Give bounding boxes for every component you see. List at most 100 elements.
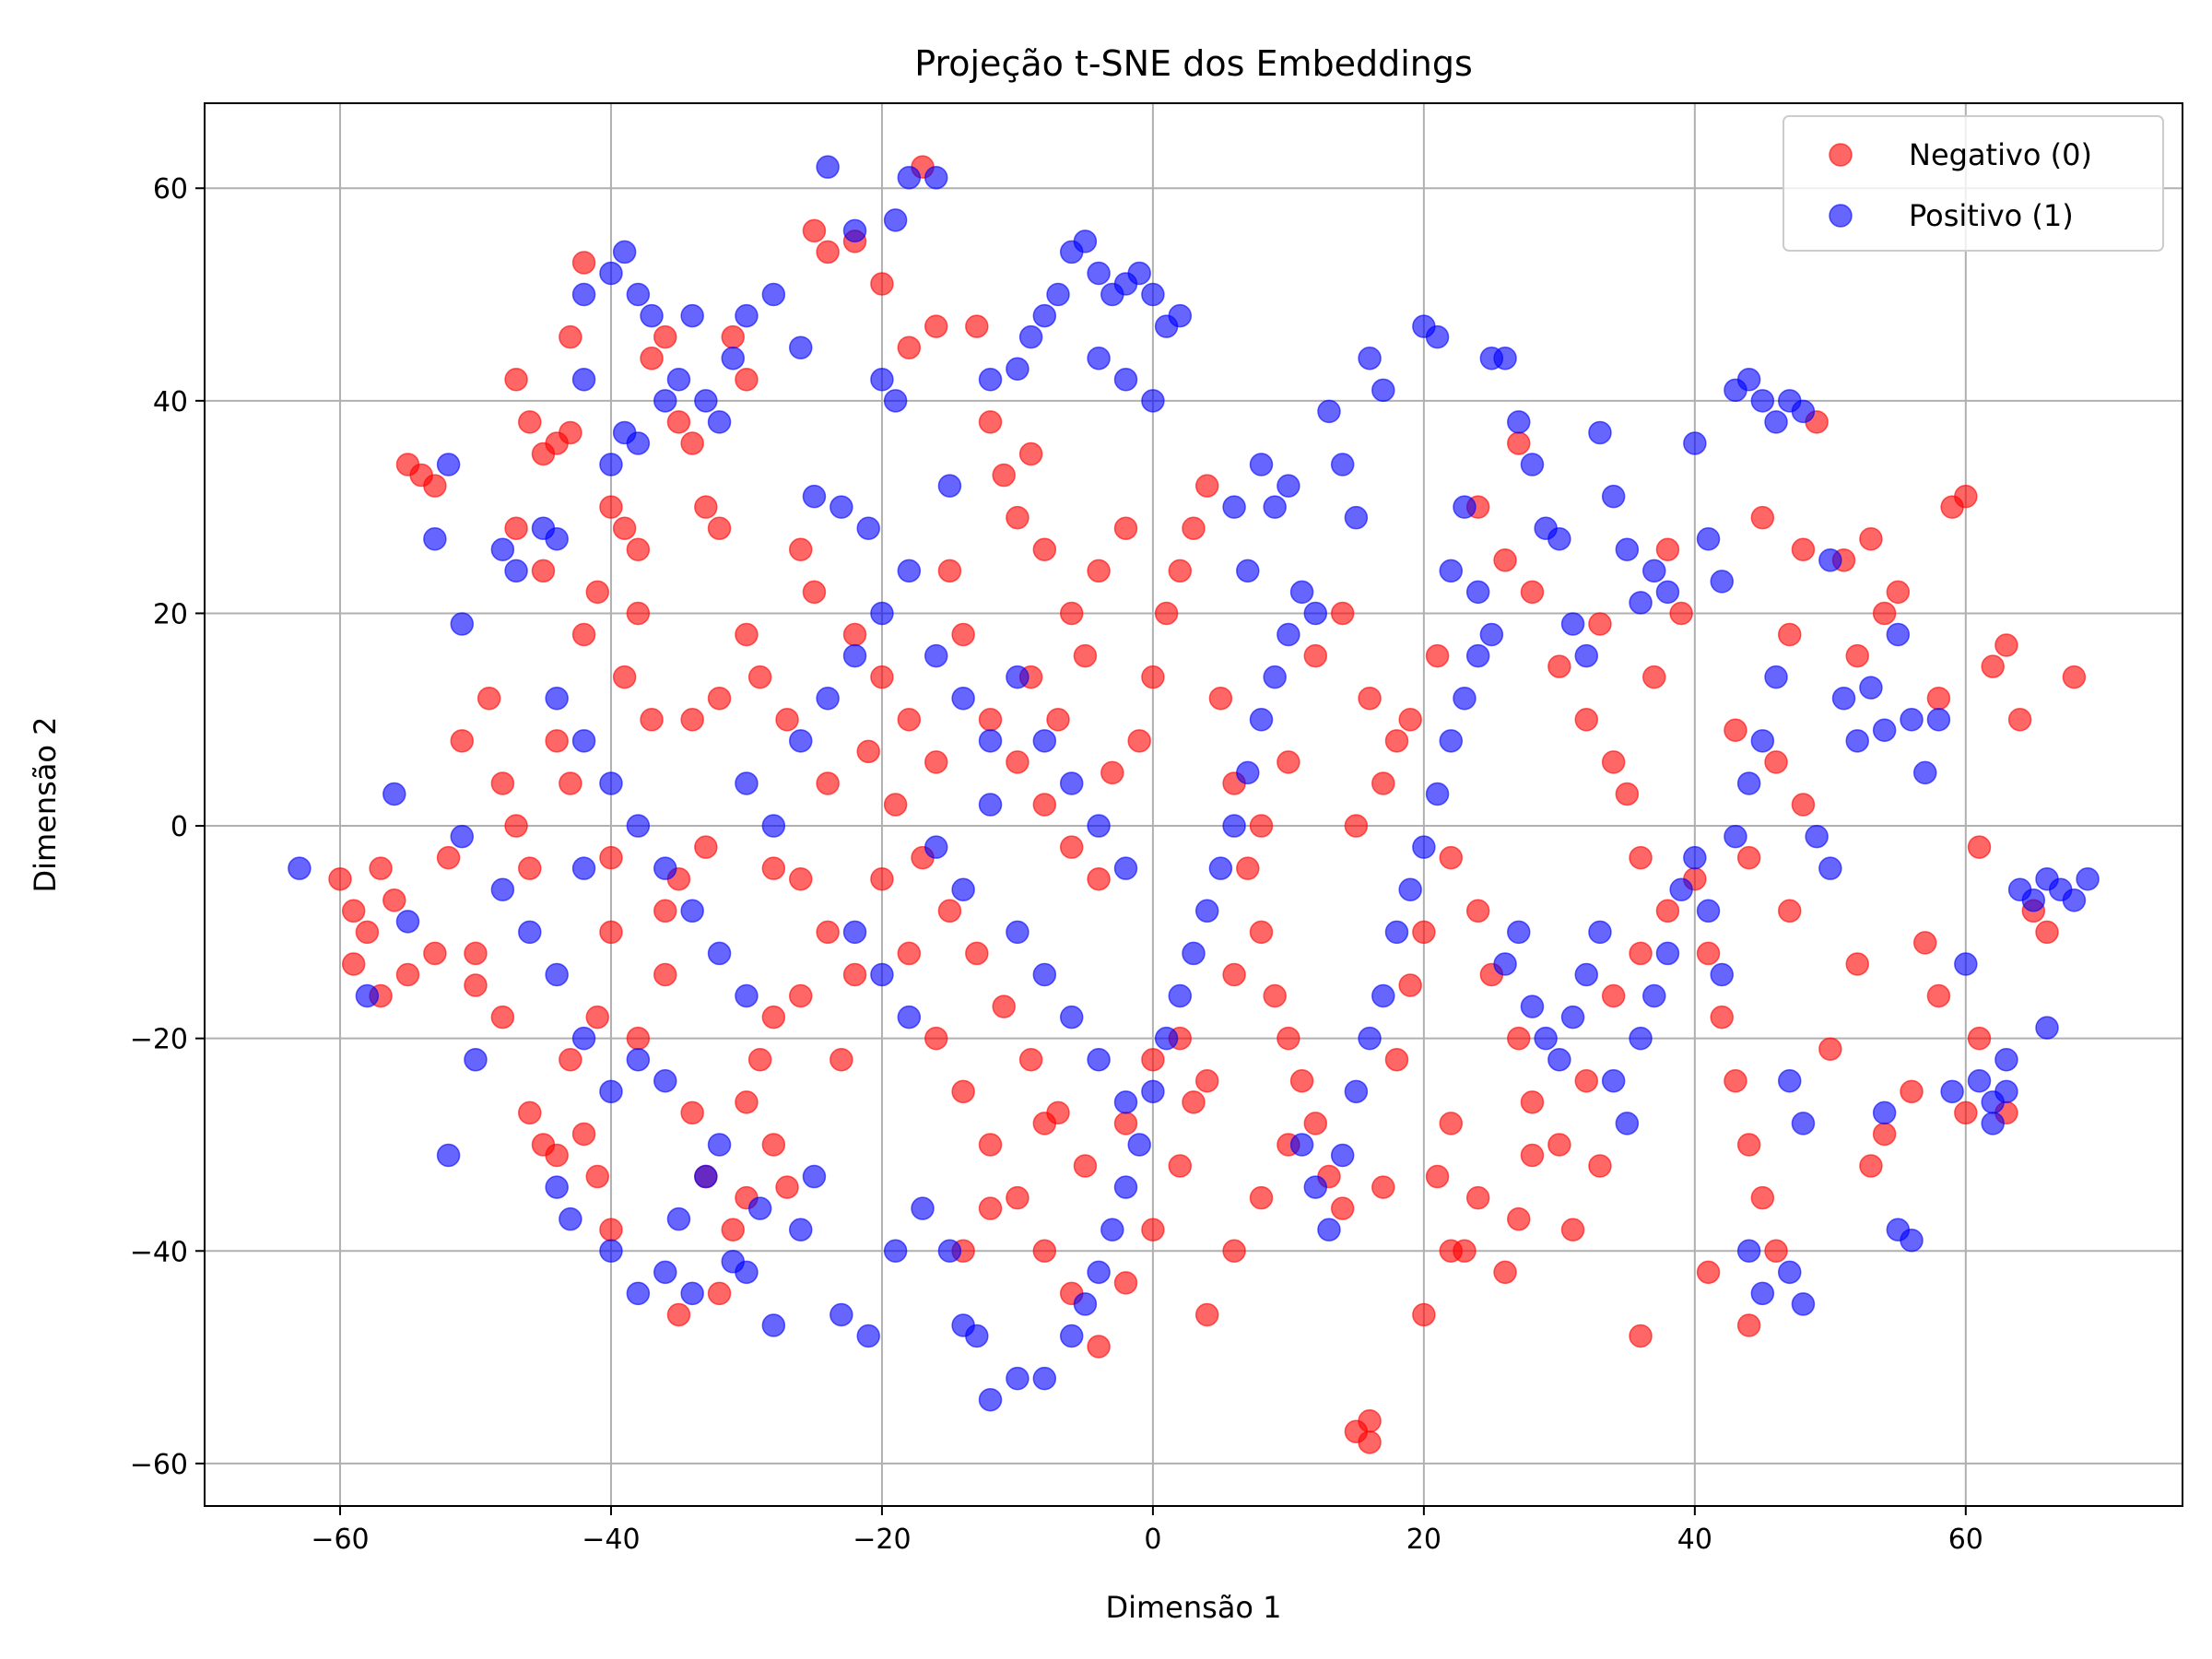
data-point — [666, 368, 691, 392]
data-point — [1398, 973, 1422, 997]
data-point — [1018, 324, 1043, 349]
data-point — [653, 856, 677, 880]
data-point — [1032, 962, 1057, 987]
data-point — [518, 856, 542, 880]
data-point — [1182, 941, 1206, 966]
data-point — [490, 877, 515, 901]
data-point — [761, 1313, 786, 1337]
data-point — [1113, 516, 1138, 540]
data-point — [490, 537, 515, 562]
data-point — [328, 866, 352, 891]
data-point — [788, 729, 813, 753]
data-point — [1277, 474, 1300, 498]
data-point — [640, 708, 664, 732]
data-point — [1141, 1047, 1165, 1072]
data-point — [1736, 771, 1761, 795]
data-point — [1615, 537, 1640, 562]
data-point — [450, 824, 475, 849]
data-point — [1791, 1292, 1816, 1316]
data-point — [830, 495, 853, 519]
data-point — [571, 729, 596, 753]
data-point — [1465, 643, 1490, 668]
data-point — [626, 431, 651, 455]
data-point — [1113, 1175, 1138, 1199]
data-point — [477, 686, 501, 711]
data-point — [1629, 845, 1653, 870]
data-point — [653, 962, 677, 987]
data-point — [1588, 612, 1612, 636]
data-point — [1872, 1122, 1897, 1147]
data-point — [1859, 1154, 1883, 1178]
data-point — [951, 686, 975, 711]
data-point — [1154, 1026, 1179, 1051]
data-point — [1683, 845, 1707, 870]
data-point — [937, 559, 962, 583]
data-point — [382, 888, 406, 912]
data-point — [897, 559, 922, 583]
data-point — [1006, 665, 1030, 689]
data-point — [1777, 1260, 1802, 1285]
data-point — [1303, 1112, 1328, 1135]
data-point — [1954, 1100, 1978, 1125]
data-point — [612, 240, 637, 265]
data-point — [1194, 1069, 1219, 1093]
data-point — [559, 1206, 582, 1231]
data-point — [1425, 643, 1450, 668]
data-point — [1127, 1133, 1151, 1157]
data-point — [1750, 1281, 1775, 1306]
data-point — [1791, 399, 1816, 424]
data-point — [1371, 378, 1395, 403]
data-point — [599, 1218, 623, 1241]
data-point — [1059, 1324, 1084, 1348]
data-point — [992, 994, 1016, 1018]
data-point — [937, 474, 962, 498]
legend: Negativo (0) Positivo (1) — [1783, 115, 2164, 252]
data-point — [1912, 931, 1937, 955]
data-point — [1736, 1239, 1761, 1264]
data-point — [707, 516, 732, 540]
data-point — [951, 877, 975, 901]
data-point — [1222, 814, 1246, 838]
data-point — [924, 314, 948, 338]
data-point — [1900, 708, 1924, 732]
data-point — [1141, 389, 1165, 413]
data-point — [1560, 1005, 1585, 1030]
data-point — [1182, 516, 1206, 540]
scatter-points — [288, 155, 2100, 1454]
data-point — [1222, 1239, 1246, 1264]
data-point — [1059, 835, 1084, 859]
data-point — [1764, 1239, 1788, 1264]
data-point — [1032, 1239, 1057, 1264]
data-point — [1534, 1026, 1558, 1051]
data-point — [1954, 952, 1978, 976]
data-point — [1154, 601, 1179, 626]
data-point — [436, 845, 461, 870]
data-point — [559, 420, 582, 445]
data-point — [355, 983, 380, 1008]
data-point — [1032, 537, 1057, 562]
data-point — [545, 729, 569, 753]
data-point — [735, 1260, 759, 1285]
data-point — [1277, 750, 1300, 774]
data-point — [1194, 1302, 1219, 1327]
data-point — [1696, 941, 1721, 966]
data-point — [599, 495, 623, 519]
data-point — [735, 303, 759, 328]
data-point — [1412, 920, 1436, 945]
data-point — [856, 739, 880, 764]
data-point — [1317, 399, 1341, 424]
data-point — [1655, 580, 1680, 605]
data-point — [1926, 983, 1951, 1008]
data-point — [1398, 877, 1422, 901]
data-point — [1384, 1047, 1409, 1072]
data-point — [1601, 484, 1626, 509]
data-point — [1629, 1324, 1653, 1348]
data-point — [1371, 983, 1395, 1008]
data-point — [626, 601, 651, 626]
data-point — [978, 729, 1003, 753]
data-point — [1006, 1366, 1030, 1391]
data-point — [1465, 1185, 1490, 1210]
data-point — [1465, 580, 1490, 605]
data-point — [1059, 771, 1084, 795]
